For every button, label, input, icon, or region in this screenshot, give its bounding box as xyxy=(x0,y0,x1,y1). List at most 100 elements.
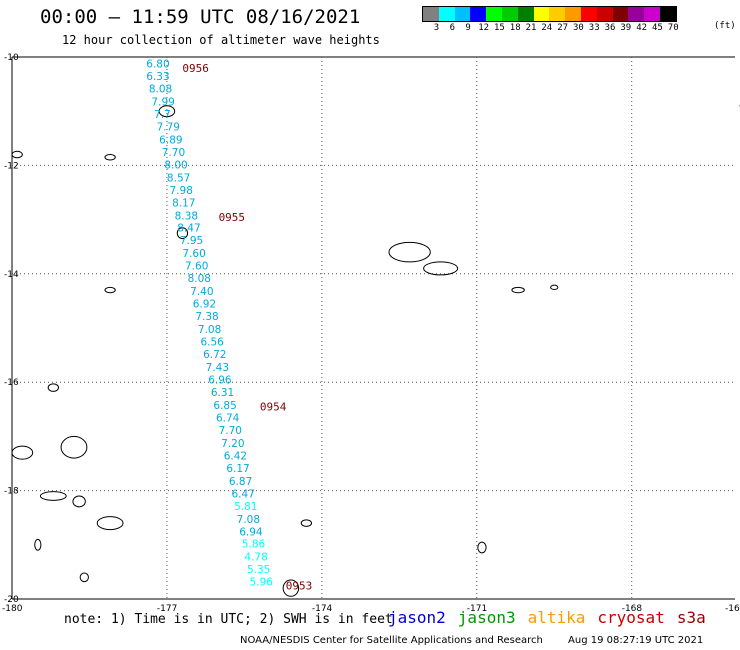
color-swatch xyxy=(517,7,534,21)
wave-height-value: 8.47 xyxy=(177,223,200,235)
color-swatch xyxy=(644,7,660,21)
wave-height-value: 6.94 xyxy=(239,526,263,538)
color-scale-label: 42 xyxy=(636,23,648,33)
color-scale-label: 24 xyxy=(541,23,553,33)
legend-item-jason2: jason2 xyxy=(388,608,446,627)
wave-height-value: 6.89 xyxy=(159,134,182,146)
track-time-label: 0956 xyxy=(182,62,209,75)
wave-height-value: 7.70 xyxy=(162,147,185,159)
color-swatch xyxy=(580,7,597,21)
color-scale-label: 30 xyxy=(573,23,584,33)
wave-height-value: 5.81 xyxy=(234,501,257,513)
wave-height-value: 7.08 xyxy=(198,324,221,336)
y-axis-label: -20 xyxy=(4,595,19,605)
wave-height-value: 6.87 xyxy=(229,476,252,488)
island-outline xyxy=(550,284,559,291)
island-outline xyxy=(158,105,176,118)
x-axis-label: -180 xyxy=(2,604,23,614)
color-scale-label: 45 xyxy=(652,23,663,33)
wave-height-value: 5.96 xyxy=(250,577,274,589)
track-time-label: 0955 xyxy=(219,211,246,224)
island-outline xyxy=(34,538,42,551)
wave-height-value: 7.7 xyxy=(154,109,171,121)
color-scale-label: 6 xyxy=(449,23,456,33)
wave-height-value: 7.98 xyxy=(170,185,193,197)
x-axis-label: -171 xyxy=(467,604,487,614)
x-axis-label: -174 xyxy=(312,604,333,614)
island-outline xyxy=(176,227,189,240)
x-axis-label: -16 xyxy=(725,604,740,614)
island-outline xyxy=(39,491,67,501)
wave-height-value: 6.56 xyxy=(200,337,224,349)
island-outline xyxy=(388,241,431,263)
color-swatch xyxy=(423,7,439,21)
color-scale-label: 18 xyxy=(509,23,521,33)
wave-height-value: 6.85 xyxy=(213,400,236,412)
island-outline xyxy=(104,154,116,161)
wave-height-value: 7.40 xyxy=(190,286,213,298)
track-time-label: 0954 xyxy=(260,401,287,414)
y-axis-label: -12 xyxy=(4,161,19,171)
wave-height-value: 6.74 xyxy=(216,412,240,424)
wave-height-value: 8.00 xyxy=(164,159,187,171)
color-scale-label: 39 xyxy=(620,23,632,33)
wave-height-value: 6.17 xyxy=(226,463,249,475)
footer-note: note: 1) Time is in UTC; 2) SWH is in fe… xyxy=(64,612,393,627)
credit-text: NOAA/NESDIS Center for Satellite Applica… xyxy=(240,635,543,646)
color-scale-unit: (ft) xyxy=(714,21,736,31)
y-axis-label: -14 xyxy=(4,270,19,280)
wave-height-value: 6.96 xyxy=(208,374,232,386)
generated-timestamp: Aug 19 08:27:19 UTC 2021 xyxy=(568,635,704,646)
legend-item-altika: altika xyxy=(527,608,586,627)
color-swatch xyxy=(549,7,566,21)
island-outline xyxy=(96,516,124,531)
wave-height-value: 8.08 xyxy=(149,83,172,95)
wave-height-value: 7.38 xyxy=(195,311,218,323)
wave-height-value: 7.60 xyxy=(182,248,205,260)
island-outline xyxy=(11,445,34,460)
island-outline xyxy=(423,261,459,276)
island-outline xyxy=(60,435,88,459)
color-scale-label: 9 xyxy=(465,23,471,33)
wave-height-value: 6.80 xyxy=(146,59,169,71)
island-outline xyxy=(477,541,487,554)
y-axis-label: -18 xyxy=(4,487,19,497)
color-swatch xyxy=(470,7,487,21)
wave-height-value: 7.08 xyxy=(237,514,260,526)
island-outline xyxy=(282,579,300,597)
wave-height-value: 7.43 xyxy=(206,362,229,374)
wave-height-value: 6.72 xyxy=(203,349,226,361)
wave-height-value: 5.35 xyxy=(247,564,270,576)
color-swatches xyxy=(422,6,677,22)
wave-height-value: 6.47 xyxy=(231,488,254,500)
wave-height-value: 8.17 xyxy=(172,197,195,209)
island-outline xyxy=(47,383,59,392)
wave-height-value: 7.99 xyxy=(151,96,174,108)
color-swatch xyxy=(612,7,629,21)
x-axis-label: -168 xyxy=(622,604,643,614)
color-scale-bar: 3 6 9 12 15 18 21 24 27 30 33 36 39 42 45 70 (ft) xyxy=(422,6,736,34)
island-outline xyxy=(72,495,86,508)
color-scale-label: 36 xyxy=(604,23,616,33)
wave-height-value: 6.31 xyxy=(211,387,234,399)
color-scale-label: 33 xyxy=(588,23,600,33)
wave-height-value: 6.42 xyxy=(224,450,247,462)
color-scale-label: 12 xyxy=(478,23,490,33)
y-axis-label: -10 xyxy=(4,53,19,63)
color-scale-label: 15 xyxy=(494,23,505,33)
color-swatch xyxy=(565,7,581,21)
legend-item-s3a: s3a xyxy=(676,608,706,627)
wave-height-value: 6.92 xyxy=(193,299,216,311)
y-axis-label: -16 xyxy=(4,378,19,388)
island-outline xyxy=(104,286,116,294)
color-swatch xyxy=(486,7,502,21)
color-scale-labels: 3 6 9 12 15 18 21 24 27 30 33 36 39 42 45 70 xyxy=(422,22,679,34)
color-scale-label: 70 xyxy=(667,23,679,33)
footer-credit: NOAA/NESDIS Center for Satellite Applica… xyxy=(240,635,703,646)
color-scale-label: 21 xyxy=(525,23,537,33)
color-swatch xyxy=(454,7,471,21)
island-outline xyxy=(11,150,23,159)
island-outline xyxy=(511,286,525,294)
color-swatch xyxy=(438,7,455,21)
